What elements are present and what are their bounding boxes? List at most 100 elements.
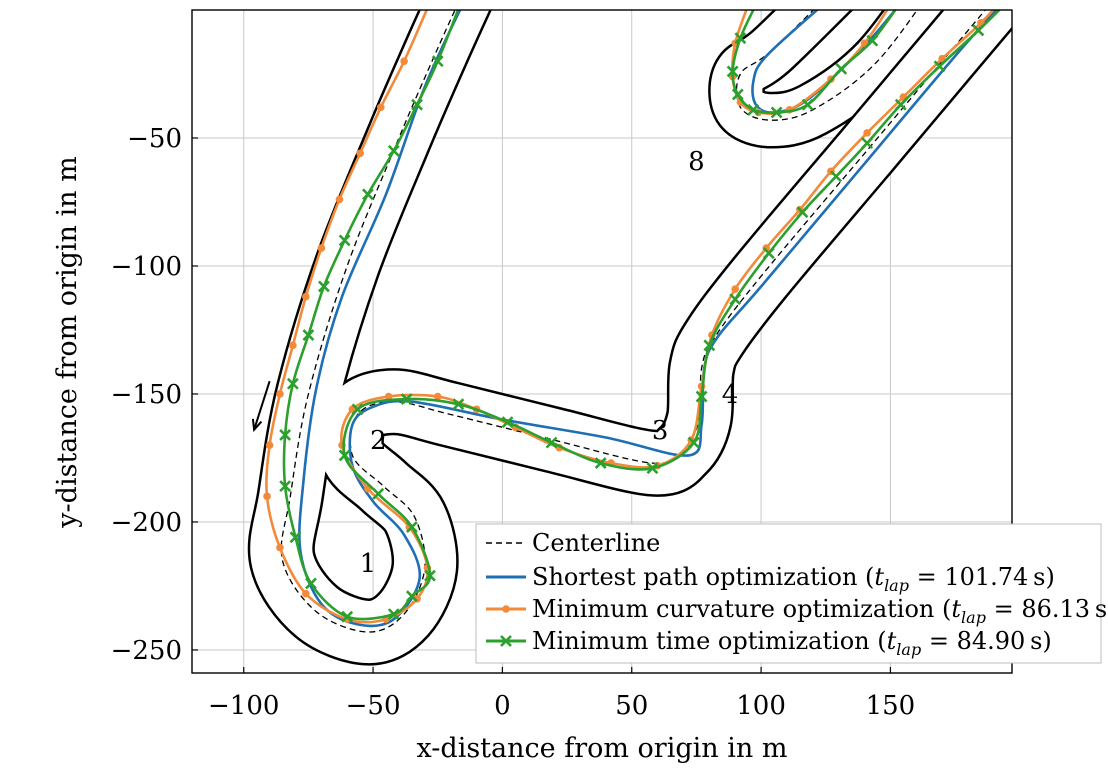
marker-mintime bbox=[387, 144, 400, 157]
marker-mintime bbox=[861, 137, 874, 150]
legend: Centerline Shortest path optimization (t… bbox=[475, 523, 1108, 664]
marker-mincurv bbox=[731, 285, 740, 293]
marker-mintime bbox=[747, 103, 760, 116]
marker-mintime bbox=[405, 590, 418, 603]
marker-mintime bbox=[405, 521, 418, 534]
marker-mintime bbox=[703, 339, 716, 352]
marker-mintime bbox=[734, 32, 747, 45]
marker-mintime bbox=[594, 457, 607, 470]
marker-mintime bbox=[341, 610, 354, 623]
marker-mintime bbox=[411, 98, 423, 111]
y-tick-label: −250 bbox=[111, 636, 182, 666]
centerline-path bbox=[280, 10, 987, 633]
y-tick-label: −50 bbox=[127, 124, 182, 154]
marker-mintime bbox=[338, 449, 351, 462]
marker-mintime bbox=[729, 293, 742, 306]
corner-label-8: 8 bbox=[688, 147, 705, 177]
marker-mintime bbox=[338, 234, 351, 247]
legend-value-mincurv: 86.13 bbox=[1021, 595, 1090, 623]
marker-mincurv bbox=[317, 244, 326, 252]
marker-mintime bbox=[695, 390, 708, 403]
marker-mintime bbox=[687, 436, 700, 449]
marker-mintime bbox=[361, 188, 374, 201]
corner-label-3: 3 bbox=[652, 416, 669, 446]
marker-mintime bbox=[424, 569, 436, 582]
legend-value-mintime: 84.90 bbox=[957, 627, 1026, 655]
marker-mincurv bbox=[433, 392, 442, 401]
marker-mintime bbox=[400, 393, 413, 406]
marker-mintime bbox=[866, 34, 879, 47]
marker-mincurv bbox=[263, 492, 271, 501]
marker-mintime bbox=[289, 531, 302, 544]
legend-label-shortest: Shortest path optimization (tlap = 101.7… bbox=[532, 563, 1055, 595]
marker-mintime bbox=[501, 416, 514, 429]
y-axis-label: y-distance from origin in m bbox=[52, 156, 83, 528]
legend-label-mintime: Minimum time optimization (tlap = 84.90 … bbox=[532, 627, 1052, 659]
x-tick-label: −50 bbox=[346, 691, 401, 721]
marker-mincurv bbox=[400, 57, 408, 65]
line-shortest bbox=[298, 10, 998, 628]
marker-mintime bbox=[762, 247, 775, 260]
y-tick-label: −200 bbox=[111, 508, 182, 538]
legend-box bbox=[475, 523, 1102, 664]
marker-mintime bbox=[387, 608, 400, 621]
marker-mincurv bbox=[384, 392, 393, 401]
marker-mintime bbox=[894, 98, 907, 111]
marker-mintime bbox=[452, 398, 465, 411]
plot-frame bbox=[191, 9, 1013, 674]
marker-mincurv bbox=[335, 195, 344, 204]
centerline-path-hairpin bbox=[735, 10, 918, 121]
marker-mintime bbox=[302, 329, 315, 342]
marker-mincurv bbox=[265, 441, 274, 449]
x-tick-label: 150 bbox=[866, 691, 916, 721]
x-axis-label: x-distance from origin in m bbox=[417, 733, 788, 764]
marker-mintime bbox=[835, 62, 848, 75]
marker-mintime bbox=[431, 55, 444, 68]
y-tick-label: −150 bbox=[111, 380, 182, 410]
legend-label-mincurv: Minimum curvature optimization (tlap = 8… bbox=[532, 595, 1108, 627]
marker-mincurv bbox=[356, 149, 364, 158]
marker-mintime bbox=[796, 206, 809, 219]
marker-mintime bbox=[726, 65, 739, 78]
x-tick-label: 100 bbox=[736, 691, 786, 721]
line-mincurv bbox=[265, 10, 996, 624]
marker-mintime bbox=[318, 280, 330, 293]
marker-mintime bbox=[731, 88, 744, 101]
legend-label-centerline: Centerline bbox=[532, 529, 660, 557]
marker-mintime bbox=[286, 377, 299, 390]
marker-mincurv bbox=[302, 292, 310, 301]
marker-mincurv bbox=[276, 543, 284, 552]
marker-mintime bbox=[305, 577, 317, 590]
x-tick-label: 50 bbox=[615, 691, 648, 721]
corner-label-2: 2 bbox=[370, 426, 387, 456]
marker-mintime bbox=[372, 487, 385, 500]
marker-mintime bbox=[801, 98, 814, 111]
marker-mintime bbox=[545, 436, 558, 449]
x-tick-label: −100 bbox=[208, 691, 279, 721]
legend-marker-mincurv bbox=[502, 605, 510, 613]
marker-mincurv bbox=[302, 589, 310, 598]
corner-labels: 1 2 3 4 8 bbox=[251, 147, 739, 579]
corner-label-4: 4 bbox=[722, 380, 739, 410]
marker-mintime bbox=[972, 24, 985, 37]
marker-mincurv bbox=[289, 341, 297, 350]
marker-mintime bbox=[646, 462, 659, 475]
y-tick-label: −100 bbox=[111, 252, 182, 282]
line-mintime-hairpin bbox=[731, 10, 897, 115]
axis-ticks: −100 −50 0 50 100 150 −50 −100 −150 −200 −250 bbox=[111, 124, 916, 721]
marker-mincurv bbox=[863, 129, 871, 137]
direction-arrow bbox=[253, 380, 271, 431]
marker-mintime bbox=[279, 480, 292, 493]
legend-marker-mintime bbox=[500, 635, 512, 647]
legend-value-shortest: 101.74 bbox=[944, 563, 1028, 591]
marker-mincurv bbox=[377, 103, 385, 112]
marker-mintime bbox=[933, 60, 946, 73]
marker-mincurv bbox=[276, 390, 284, 398]
x-tick-label: 0 bbox=[494, 691, 511, 721]
marker-mintime bbox=[770, 106, 783, 119]
marker-mintime bbox=[351, 403, 364, 416]
marker-mintime bbox=[279, 429, 292, 441]
corner-label-1: 1 bbox=[360, 549, 377, 579]
marker-mintime bbox=[830, 170, 843, 183]
